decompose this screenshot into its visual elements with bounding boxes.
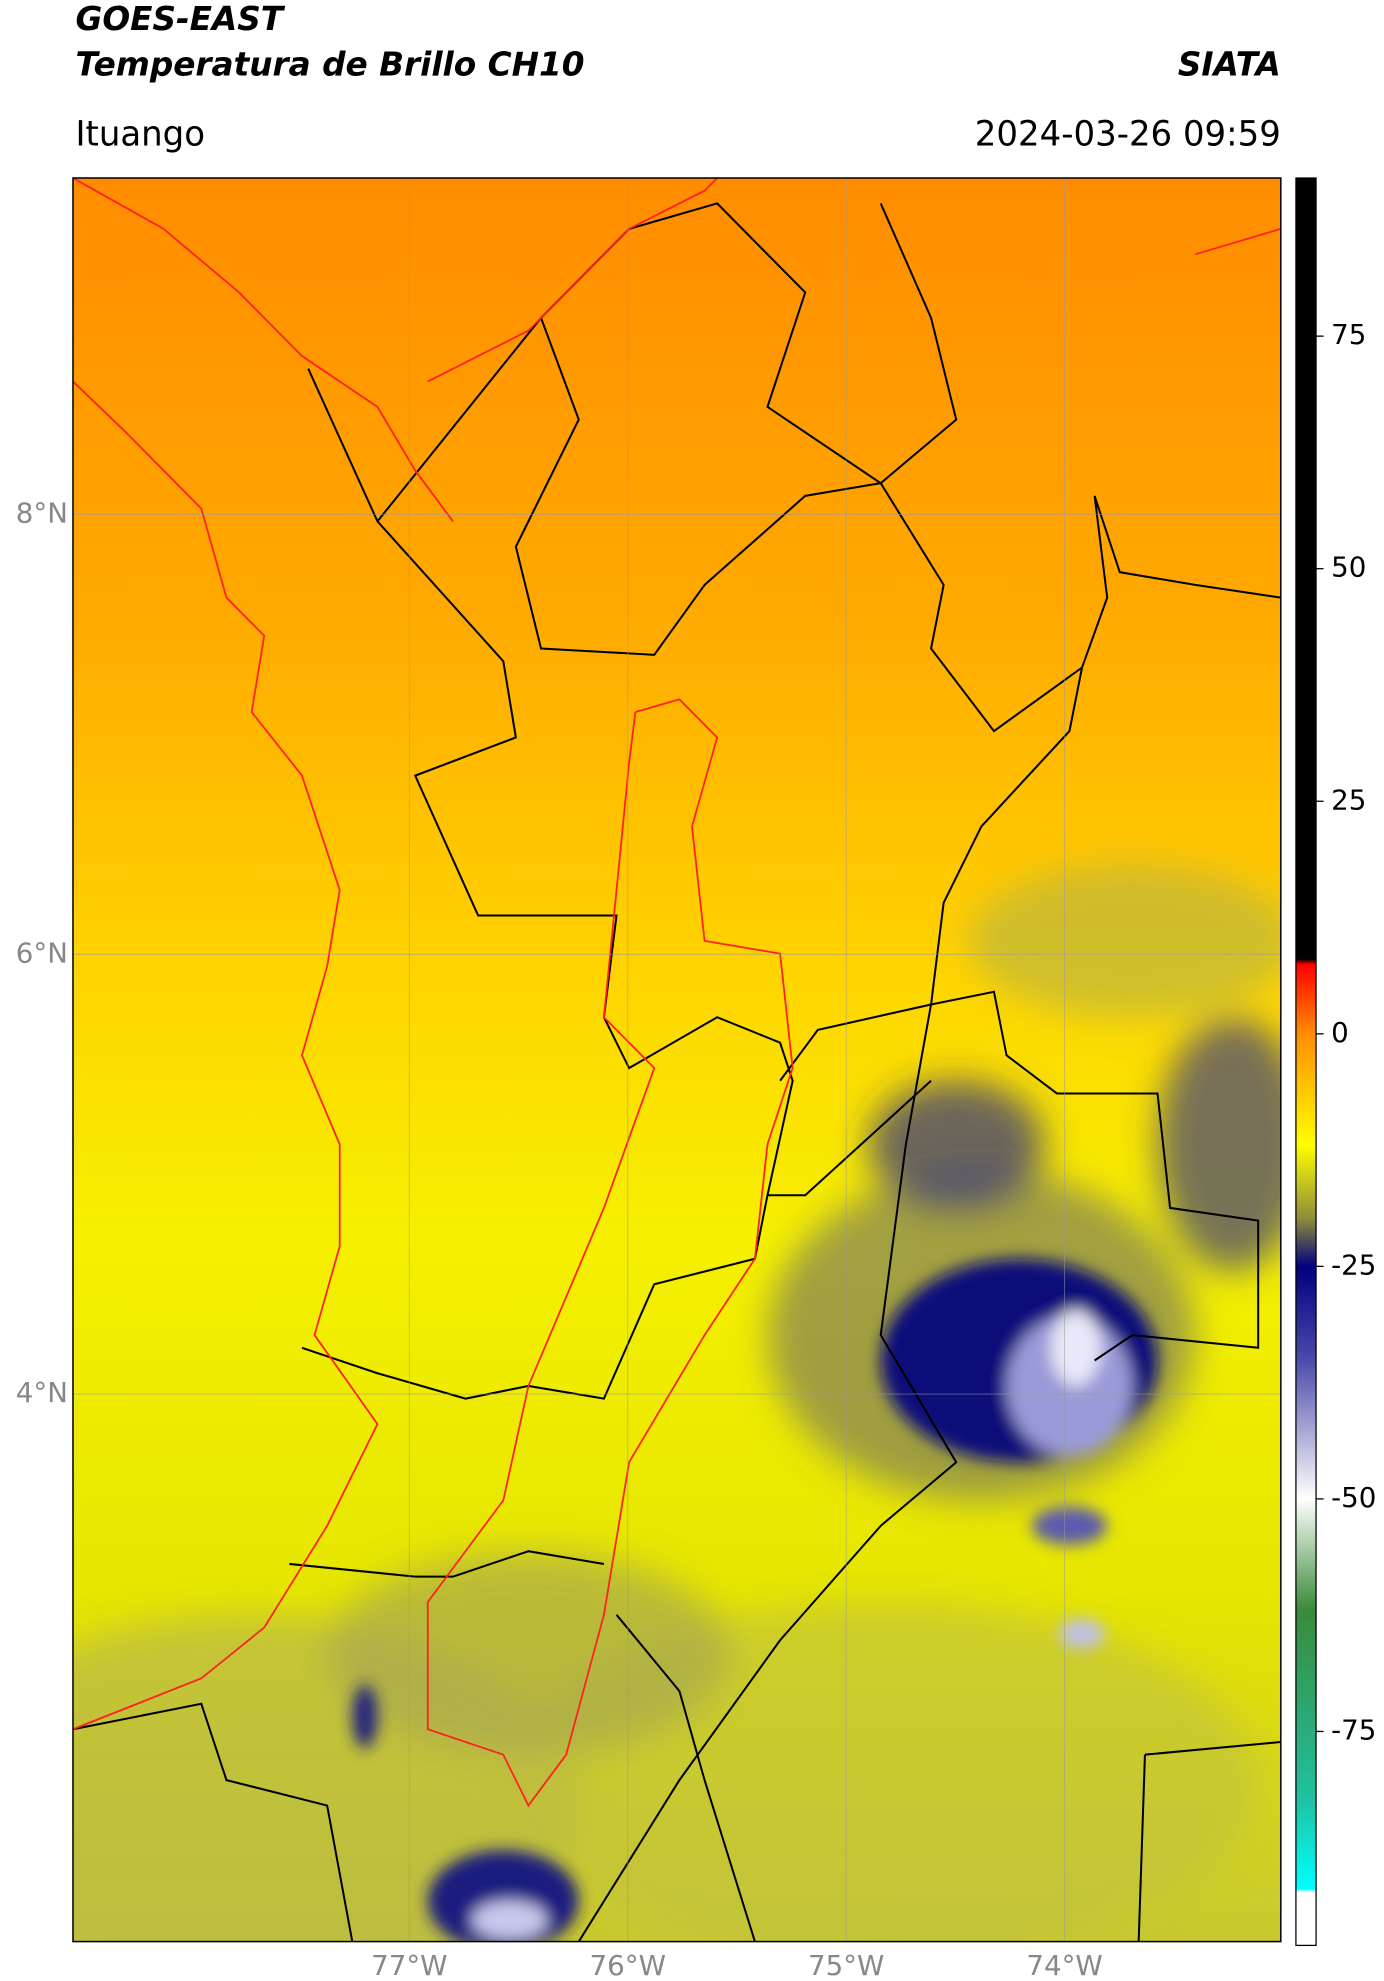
y-tick-label: 8°N	[16, 496, 68, 529]
brand: SIATA	[1178, 45, 1281, 84]
subtitle: Temperatura de Brillo CH10	[75, 45, 584, 84]
colorbar-tick-label: 75	[1331, 318, 1366, 351]
x-tick-label: 77°W	[371, 1949, 447, 1981]
x-tick-label: 76°W	[590, 1949, 666, 1981]
colorbar-tick-label: -25	[1331, 1248, 1376, 1281]
storm	[352, 1258, 1158, 1942]
x-tick-label: 75°W	[808, 1949, 884, 1981]
colorbar-tick-label: -50	[1331, 1481, 1376, 1514]
datetime: 2024-03-26 09:59	[975, 114, 1281, 154]
map-frame	[72, 177, 1282, 1943]
admin-borders	[72, 202, 1281, 1942]
y-tick-label: 4°N	[16, 1376, 68, 1409]
colorbar-tick-label: 25	[1331, 783, 1366, 816]
title: GOES-EAST	[75, 0, 285, 38]
colorbar-tick-label: 50	[1331, 551, 1366, 584]
colorbar	[1295, 177, 1317, 1947]
colorbar-tick-label: -75	[1331, 1713, 1376, 1746]
colorbar-tick-label: 0	[1331, 1016, 1349, 1049]
region: Ituango	[75, 114, 205, 154]
y-tick-label: 6°N	[16, 936, 68, 969]
map	[72, 178, 1281, 1942]
x-tick-label: 74°W	[1026, 1949, 1102, 1981]
coastline	[72, 178, 1281, 1808]
grid	[72, 178, 1281, 1942]
